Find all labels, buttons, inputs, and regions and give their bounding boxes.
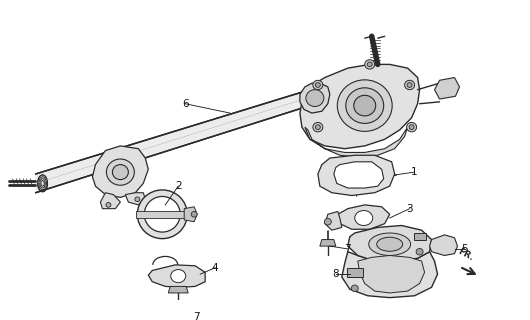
Polygon shape — [334, 162, 384, 188]
Ellipse shape — [315, 125, 320, 130]
Ellipse shape — [38, 175, 48, 192]
Ellipse shape — [337, 80, 392, 132]
Polygon shape — [325, 212, 342, 230]
Polygon shape — [92, 146, 148, 197]
Ellipse shape — [306, 90, 324, 107]
Ellipse shape — [367, 62, 372, 67]
Polygon shape — [358, 255, 425, 293]
Text: 4: 4 — [212, 263, 218, 273]
Ellipse shape — [144, 196, 180, 232]
Ellipse shape — [315, 83, 320, 87]
Ellipse shape — [137, 190, 187, 239]
Polygon shape — [435, 77, 460, 99]
Ellipse shape — [377, 237, 403, 251]
Ellipse shape — [354, 95, 376, 116]
Text: 1: 1 — [411, 167, 418, 177]
Polygon shape — [126, 193, 145, 205]
Ellipse shape — [365, 60, 375, 69]
Text: 5: 5 — [461, 244, 468, 254]
Text: 3: 3 — [407, 204, 413, 214]
Text: 7: 7 — [193, 312, 199, 320]
Ellipse shape — [313, 80, 323, 90]
Ellipse shape — [313, 123, 323, 132]
Polygon shape — [305, 127, 408, 157]
Ellipse shape — [416, 248, 423, 255]
Ellipse shape — [112, 164, 128, 180]
Polygon shape — [348, 226, 431, 261]
Text: 8: 8 — [332, 269, 339, 279]
Ellipse shape — [355, 211, 373, 226]
Ellipse shape — [135, 197, 140, 202]
Polygon shape — [100, 193, 120, 209]
Ellipse shape — [191, 212, 197, 217]
Polygon shape — [300, 83, 330, 113]
Polygon shape — [413, 233, 426, 241]
Text: FR.: FR. — [456, 246, 475, 262]
Polygon shape — [136, 211, 188, 218]
Ellipse shape — [369, 233, 411, 255]
Ellipse shape — [409, 125, 414, 130]
Ellipse shape — [171, 269, 185, 283]
Polygon shape — [168, 286, 188, 293]
Polygon shape — [184, 207, 197, 222]
Polygon shape — [430, 235, 457, 255]
Polygon shape — [148, 265, 205, 287]
Polygon shape — [318, 155, 395, 196]
Text: 7: 7 — [344, 244, 351, 254]
Ellipse shape — [346, 88, 384, 124]
Ellipse shape — [407, 123, 417, 132]
Ellipse shape — [324, 219, 331, 225]
Polygon shape — [36, 90, 310, 193]
Ellipse shape — [351, 285, 358, 292]
Ellipse shape — [407, 83, 412, 87]
Ellipse shape — [404, 80, 414, 90]
Text: 2: 2 — [175, 181, 182, 191]
Text: 6: 6 — [182, 99, 189, 109]
Ellipse shape — [174, 302, 182, 310]
Polygon shape — [347, 268, 363, 277]
Polygon shape — [320, 240, 336, 246]
Ellipse shape — [106, 203, 111, 207]
Ellipse shape — [107, 159, 134, 185]
Polygon shape — [342, 252, 438, 298]
Polygon shape — [338, 205, 390, 229]
Polygon shape — [300, 64, 420, 149]
